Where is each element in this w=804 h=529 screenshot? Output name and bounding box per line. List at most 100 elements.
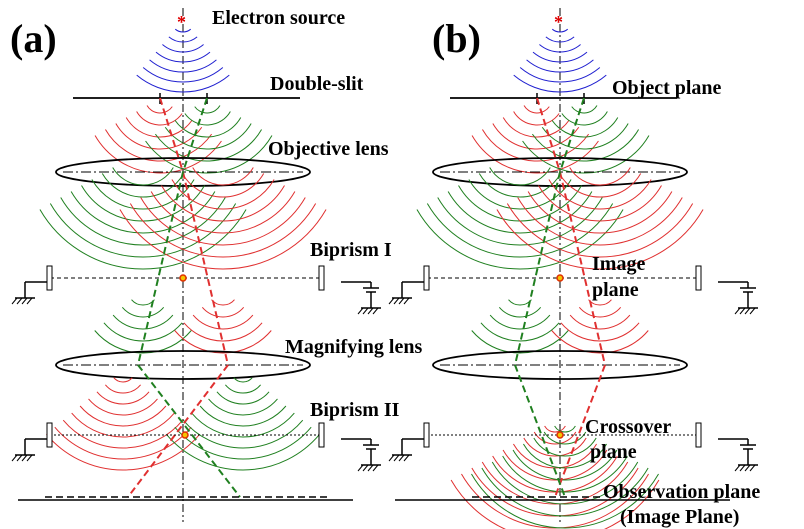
label: Image <box>592 253 645 275</box>
wavefront <box>95 330 192 353</box>
line <box>394 298 399 304</box>
wavefront <box>151 192 295 233</box>
line <box>27 455 32 461</box>
line <box>373 308 378 314</box>
wavefront <box>427 204 612 258</box>
wavefront <box>147 106 172 114</box>
wavefront <box>175 118 241 138</box>
wavefront <box>132 300 155 305</box>
line <box>389 455 394 461</box>
focus-point <box>557 432 563 438</box>
wavefront <box>113 168 174 185</box>
electrode <box>47 266 52 290</box>
line <box>12 298 17 304</box>
line <box>358 308 363 314</box>
line <box>735 465 740 471</box>
source: * <box>554 12 563 32</box>
label: Object plane <box>612 77 722 99</box>
wavefront <box>481 323 559 341</box>
source: * <box>177 12 186 32</box>
ray <box>515 365 565 497</box>
label: Objective lens <box>268 138 389 160</box>
wavefront <box>490 168 551 186</box>
label: Biprism I <box>310 239 392 261</box>
wavefront <box>185 112 230 125</box>
ray <box>128 365 228 497</box>
wavefront <box>166 434 319 470</box>
line <box>394 455 399 461</box>
line <box>399 455 404 461</box>
line <box>404 298 409 304</box>
label: Double-slit <box>270 73 364 95</box>
wavefront <box>572 106 597 114</box>
wavefront <box>175 330 272 353</box>
line <box>368 465 373 471</box>
line <box>363 465 368 471</box>
line <box>17 298 22 304</box>
line <box>735 308 740 314</box>
wavefront <box>212 300 235 305</box>
line <box>745 308 750 314</box>
focus-point <box>182 432 188 438</box>
line <box>12 455 17 461</box>
line <box>740 308 745 314</box>
label: Crossover <box>585 416 671 438</box>
wavefront <box>507 204 692 258</box>
line <box>368 308 373 314</box>
focus-point <box>557 275 563 281</box>
line <box>750 308 755 314</box>
wavefront <box>448 192 592 233</box>
wavefront <box>579 307 620 317</box>
wavefront <box>552 118 618 137</box>
line <box>740 465 745 471</box>
diagram: * * (a) Electron source Double-slit Objec… <box>0 0 804 529</box>
label: Observation plane <box>603 481 760 503</box>
wavefront <box>40 210 246 270</box>
label: Electron source <box>212 7 345 29</box>
wavefront <box>217 392 269 404</box>
wavefront <box>195 106 220 114</box>
wavefront <box>72 413 175 437</box>
wavefront <box>225 385 260 393</box>
wavefront <box>122 307 163 317</box>
wavefront <box>104 323 182 341</box>
wavefront <box>89 399 158 415</box>
wavefront <box>209 399 278 415</box>
line <box>399 298 404 304</box>
line <box>358 465 363 471</box>
electrode <box>424 266 429 290</box>
line <box>404 455 409 461</box>
line <box>363 308 368 314</box>
wavefront <box>130 204 315 258</box>
label: Biprism II <box>310 399 400 421</box>
wavefront <box>514 112 559 126</box>
line <box>389 298 394 304</box>
wavefront <box>202 307 243 317</box>
wavefront <box>472 330 569 353</box>
line <box>27 298 32 304</box>
panel-tag: (a) <box>10 16 57 61</box>
wavefront <box>120 210 326 270</box>
wavefront <box>105 385 140 393</box>
electrode <box>696 266 701 290</box>
wavefront <box>561 323 639 341</box>
wavefront <box>183 420 303 448</box>
label: (Image Plane) <box>620 506 739 528</box>
line <box>22 455 27 461</box>
electrode <box>319 423 324 447</box>
wavefront <box>192 413 295 437</box>
electrode <box>696 423 701 447</box>
wavefront <box>524 106 549 114</box>
wavefront <box>80 406 166 426</box>
focus-point <box>180 275 186 281</box>
electrode <box>47 423 52 447</box>
wavefront <box>97 392 149 404</box>
wavefront <box>126 118 192 138</box>
wavefront <box>503 118 569 137</box>
wavefront <box>193 168 254 185</box>
wavefront <box>562 112 607 126</box>
wavefront <box>63 420 183 448</box>
wavefront <box>570 168 631 186</box>
label: plane <box>592 279 639 301</box>
electrode <box>319 266 324 290</box>
